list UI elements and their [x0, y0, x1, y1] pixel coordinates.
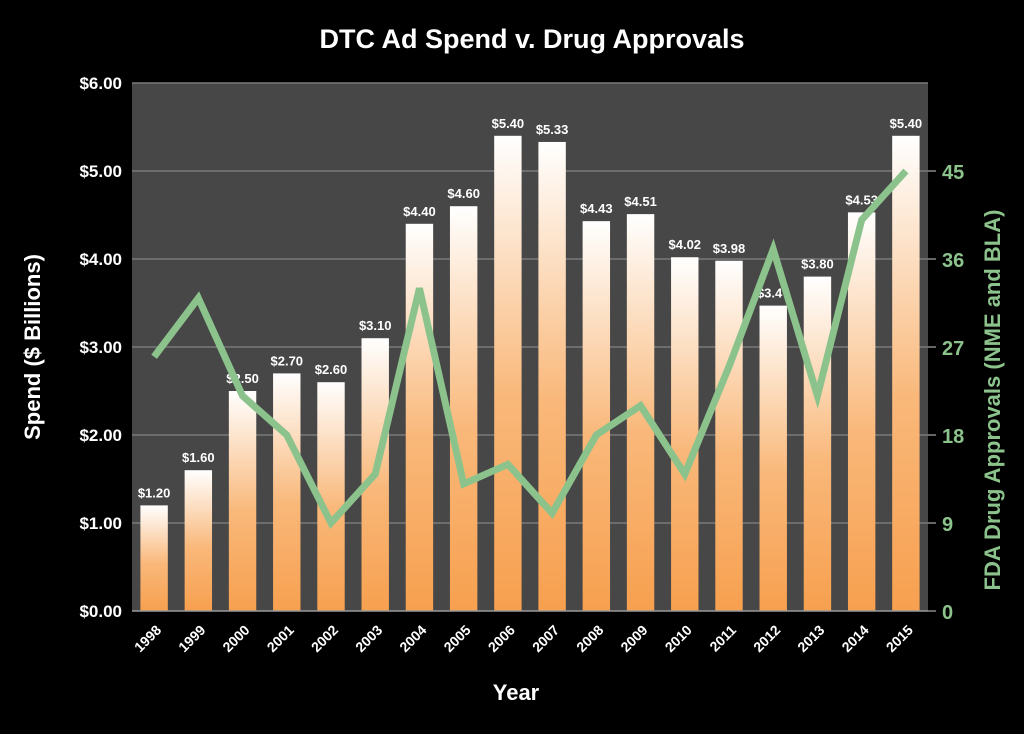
- bar: [538, 142, 565, 611]
- bar-data-label: $3.10: [359, 318, 392, 333]
- x-tick-label: 2006: [485, 622, 518, 655]
- bar: [804, 277, 831, 611]
- y-tick-label: $2.00: [79, 426, 122, 445]
- y2-tick-label: 45: [942, 162, 964, 184]
- x-tick-label: 2014: [838, 622, 871, 655]
- y-tick-label: $0.00: [79, 602, 122, 621]
- x-tick-label: 2009: [617, 622, 650, 655]
- x-tick-label: 2012: [750, 622, 783, 655]
- x-tick-label: 2003: [352, 622, 385, 655]
- bar-data-label: $5.33: [536, 122, 569, 137]
- bar: [406, 224, 433, 611]
- bar-data-label: $5.40: [890, 116, 923, 131]
- y2-tick-label: 9: [942, 514, 953, 536]
- y-tick-label: $1.00: [79, 514, 122, 533]
- x-tick-label: 1998: [131, 622, 164, 655]
- bar: [671, 257, 698, 611]
- x-tick-label: 2015: [883, 622, 916, 655]
- x-tick-label: 2010: [662, 622, 695, 655]
- bar-data-label: $4.43: [580, 201, 613, 216]
- x-tick-label: 2008: [573, 622, 606, 655]
- x-tick-label: 2005: [440, 622, 473, 655]
- y-tick-label: $4.00: [79, 250, 122, 269]
- y-tick-label: $5.00: [79, 162, 122, 181]
- y2-tick-label: 27: [942, 338, 964, 360]
- x-tick-label: 1999: [175, 622, 208, 655]
- bar: [273, 373, 300, 611]
- y-tick-label: $3.00: [79, 338, 122, 357]
- bar: [760, 306, 787, 611]
- bar-data-label: $4.40: [403, 204, 436, 219]
- y2-tick-label: 0: [942, 602, 953, 624]
- bar-data-label: $3.80: [801, 257, 834, 272]
- bar-data-label: $2.70: [271, 353, 304, 368]
- y2-tick-label: 18: [942, 426, 964, 448]
- bar-data-label: $1.20: [138, 485, 171, 500]
- x-tick-label: 2013: [794, 622, 827, 655]
- bar: [450, 206, 477, 611]
- bar: [185, 470, 212, 611]
- bar: [892, 136, 919, 611]
- y2-axis-label: FDA Drug Approvals (NME and BLA): [980, 210, 1005, 591]
- bar: [229, 391, 256, 611]
- bar-data-label: $3.98: [713, 241, 746, 256]
- y-axis-label: Spend ($ Billions): [20, 254, 45, 440]
- chart-title: DTC Ad Spend v. Drug Approvals: [319, 24, 744, 54]
- x-tick-label: 2002: [308, 622, 341, 655]
- bar: [494, 136, 521, 611]
- x-axis-label: Year: [493, 680, 540, 705]
- bar-data-label: $4.51: [624, 194, 657, 209]
- x-tick-label: 2004: [396, 622, 429, 655]
- y2-tick-label: 36: [942, 250, 964, 272]
- bar-data-label: $4.02: [669, 237, 702, 252]
- bar-data-label: $5.40: [492, 116, 525, 131]
- bar: [715, 261, 742, 611]
- bar-data-label: $2.60: [315, 362, 348, 377]
- bar-data-label: $4.60: [447, 186, 480, 201]
- bar-data-label: $1.60: [182, 450, 215, 465]
- bar: [140, 505, 167, 611]
- y-tick-label: $6.00: [79, 74, 122, 93]
- x-tick-label: 2000: [219, 622, 252, 655]
- x-tick-label: 2001: [264, 622, 297, 655]
- x-tick-label: 2007: [529, 622, 562, 655]
- x-tick-label: 2011: [706, 622, 739, 655]
- bar: [583, 221, 610, 611]
